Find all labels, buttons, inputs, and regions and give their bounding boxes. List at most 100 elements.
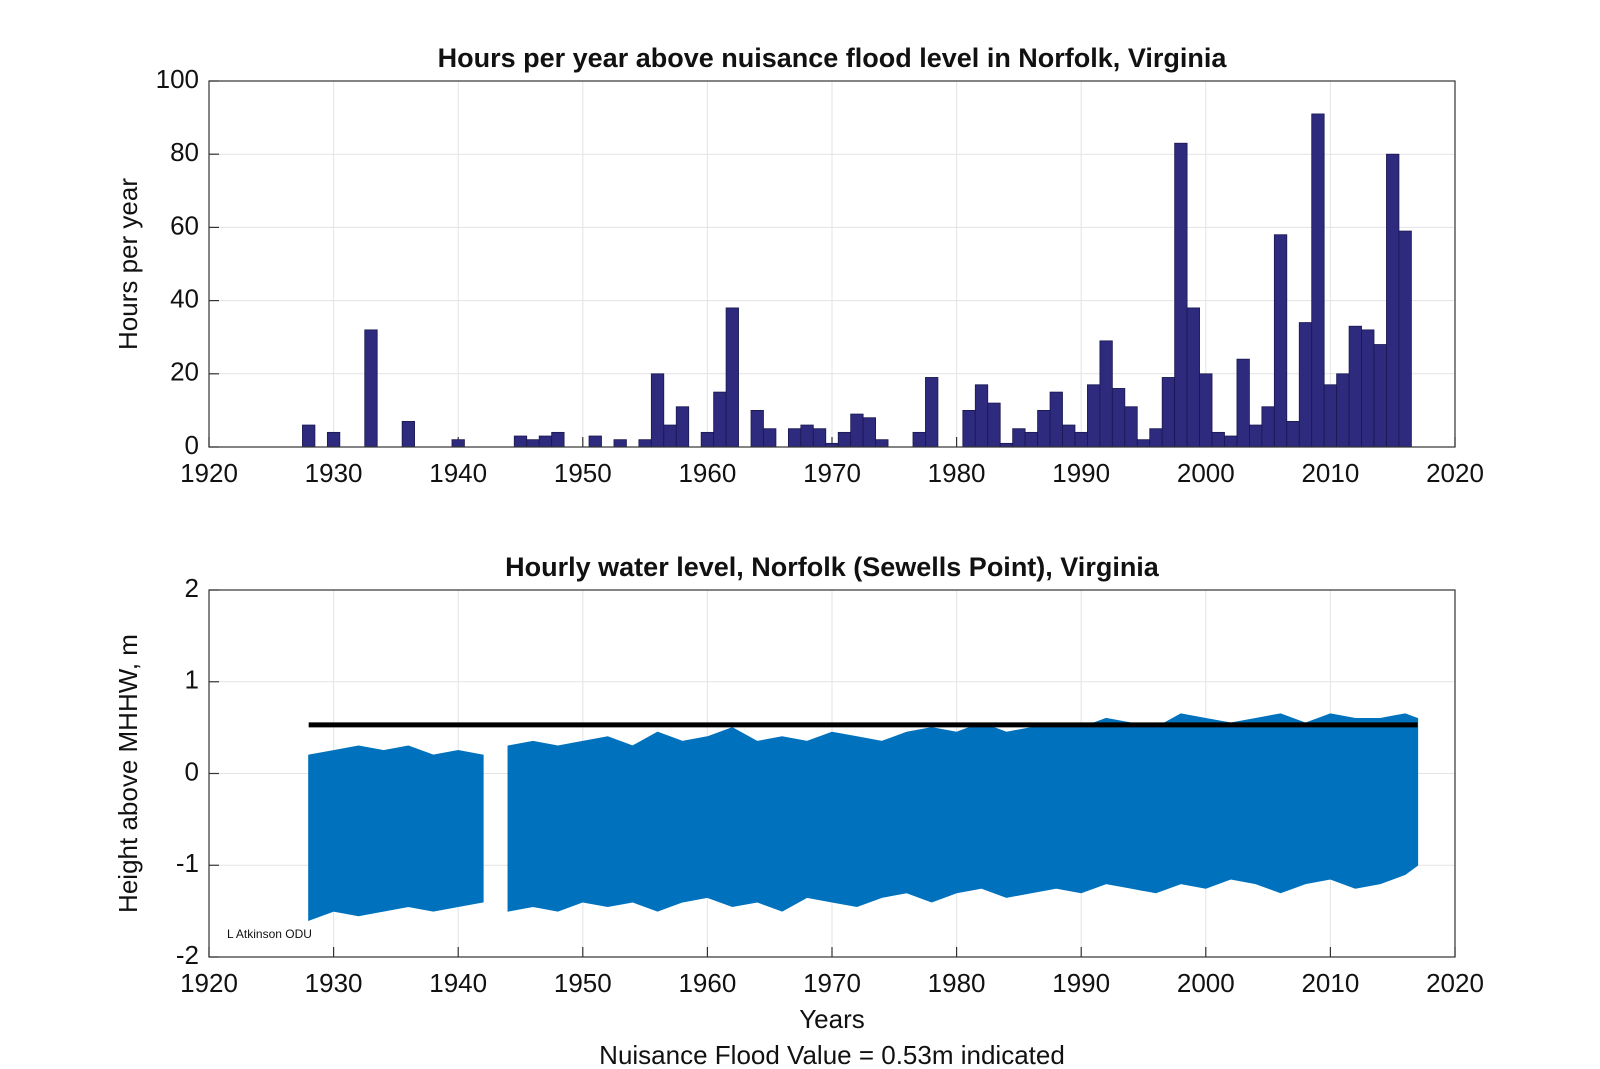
bar (1074, 431, 1088, 448)
bar (613, 439, 627, 448)
bar (1049, 391, 1063, 448)
plot-frame (208, 589, 1456, 958)
bar (638, 439, 652, 448)
bar (1149, 428, 1163, 448)
bar (1224, 435, 1238, 448)
bar (700, 431, 715, 448)
bar (526, 439, 540, 448)
bar (551, 431, 565, 448)
y-tick-label: 2 (185, 573, 199, 603)
y-tick-label: -1 (176, 848, 199, 878)
bar (837, 431, 852, 448)
y-tick-label: 100 (156, 64, 199, 94)
bar (1336, 373, 1350, 448)
bar (1323, 384, 1338, 448)
bar (1386, 153, 1400, 448)
x-axis-label: Years (799, 1004, 865, 1034)
bar (1373, 344, 1387, 448)
y-tick-label: 1 (185, 665, 199, 695)
bar (1186, 307, 1200, 448)
bar (1087, 384, 1101, 448)
bar (650, 373, 665, 448)
bar (1236, 358, 1250, 448)
x-tick-label: 1980 (928, 968, 986, 998)
x-tick-label: 1990 (1052, 968, 1110, 998)
y-tick-label: 0 (185, 430, 199, 460)
bar (1024, 431, 1038, 448)
bar (1361, 329, 1375, 448)
bar (1037, 409, 1051, 448)
bar (1273, 234, 1288, 448)
bar (1211, 431, 1225, 448)
bar (974, 384, 989, 448)
x-tick-label: 1930 (305, 458, 363, 488)
bar (663, 424, 677, 448)
bar (401, 420, 415, 448)
bar (302, 424, 316, 448)
bar (1311, 113, 1325, 448)
x-tick-label: 1960 (678, 968, 736, 998)
note: Nuisance Flood Value = 0.53m indicated (599, 1040, 1065, 1069)
chart-title: Hours per year above nuisance flood leve… (438, 43, 1228, 73)
x-tick-label: 1990 (1052, 458, 1110, 488)
bar (1062, 424, 1076, 448)
y-tick-label: 80 (170, 137, 199, 167)
x-tick-label: 1980 (928, 458, 986, 488)
plot-frame (208, 80, 1456, 448)
bar (1298, 322, 1313, 448)
bar (862, 417, 877, 448)
x-tick-label: 1950 (554, 968, 612, 998)
bar (725, 307, 739, 448)
x-tick-label: 1950 (554, 458, 612, 488)
bar (1099, 340, 1113, 448)
x-tick-label: 2000 (1177, 458, 1235, 488)
bar (513, 435, 528, 448)
y-tick-label: -2 (176, 940, 199, 970)
bar (987, 402, 1001, 448)
y-tick-label: 0 (185, 756, 199, 786)
bar (912, 431, 926, 448)
bar (1398, 230, 1412, 448)
bar (1174, 142, 1188, 448)
bar (538, 435, 553, 448)
bar (800, 424, 814, 448)
x-tick-label: 1920 (180, 968, 238, 998)
annotation: L Atkinson ODU (227, 927, 312, 941)
bar (1249, 424, 1263, 448)
x-tick-label: 1930 (305, 968, 363, 998)
y-tick-label: 40 (170, 283, 199, 313)
bar (1111, 388, 1126, 448)
x-tick-label: 1920 (180, 458, 238, 488)
bar (1012, 428, 1026, 448)
bar (713, 391, 727, 448)
x-tick-label: 1940 (429, 458, 487, 488)
y-tick-label: 60 (170, 210, 199, 240)
bar (326, 431, 341, 448)
bar (1199, 373, 1213, 448)
bar (1136, 439, 1151, 448)
y-tick-label: 20 (170, 357, 199, 387)
bar (763, 428, 777, 448)
bar (364, 329, 378, 448)
bar (875, 439, 889, 448)
bar (787, 428, 802, 448)
x-tick-label: 2000 (1177, 968, 1235, 998)
bar (451, 439, 465, 448)
bar (750, 409, 764, 448)
y-axis-label: Height above MHHW, m (113, 634, 143, 913)
x-tick-label: 2020 (1426, 458, 1484, 488)
bar (1161, 377, 1176, 448)
bar (850, 413, 864, 448)
x-tick-label: 1970 (803, 458, 861, 488)
x-tick-label: 1940 (429, 968, 487, 998)
bar (925, 377, 939, 448)
bar (812, 428, 827, 448)
bar (962, 409, 976, 448)
x-tick-label: 1970 (803, 968, 861, 998)
bar (1124, 406, 1138, 448)
water-level-band (308, 713, 1419, 922)
x-tick-label: 2020 (1426, 968, 1484, 998)
bar (1261, 406, 1275, 448)
bar (588, 435, 602, 448)
